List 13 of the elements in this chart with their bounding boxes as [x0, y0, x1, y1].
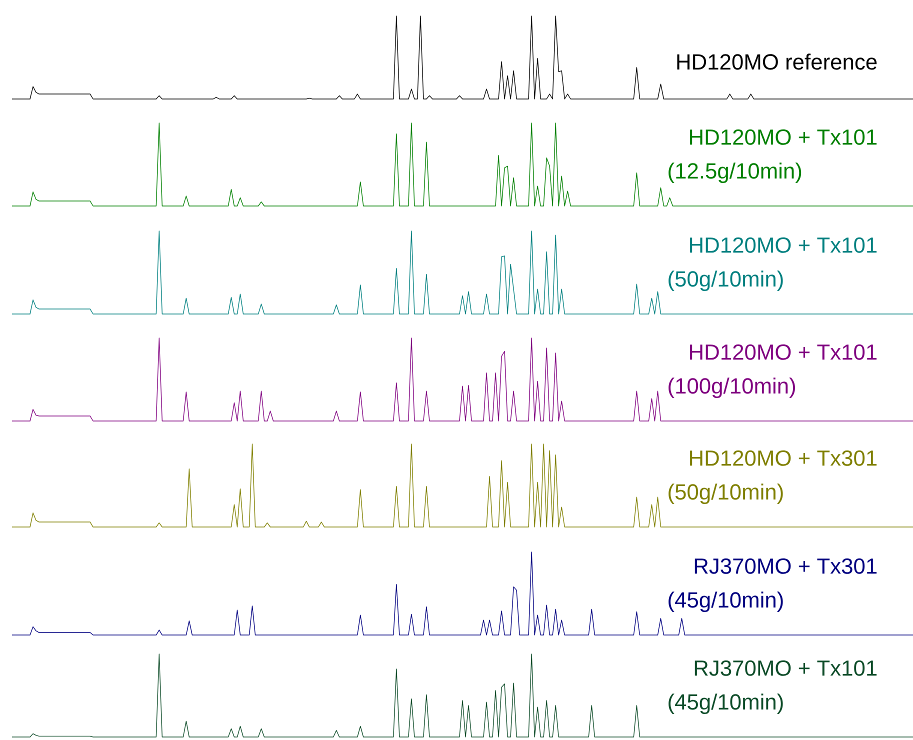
chart-title: RJ370MO + Tx301: [694, 558, 877, 574]
text: HD120MO reference: [677, 54, 877, 70]
text: (50g/10min): [668, 484, 783, 504]
text: (100g/10min): [668, 378, 795, 398]
chart-title: RJ370MO + Tx101: [694, 660, 877, 676]
chart-title: HD120MO + Tx101: [690, 129, 877, 145]
text: (45g/10min): [668, 592, 783, 612]
chart-title: HD120MO + Tx101: [690, 237, 877, 253]
chart-title: HD120MO + Tx301: [690, 450, 877, 466]
text: (50g/10min): [668, 270, 783, 292]
chart-title: HD120MO + Tx101: [690, 344, 877, 360]
text: (45g/10min): [668, 694, 783, 714]
text: (12.5g/10min): [668, 162, 802, 184]
